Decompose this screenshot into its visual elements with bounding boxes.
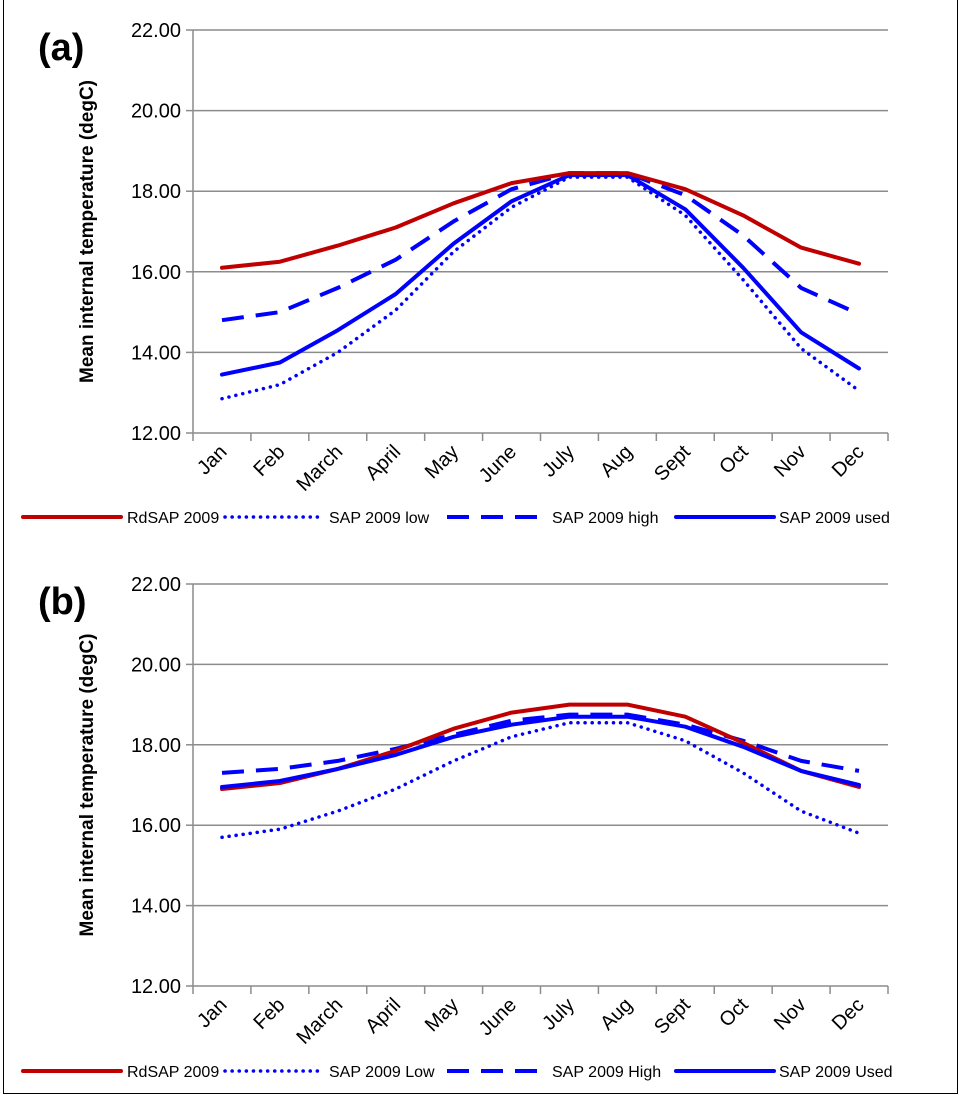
legend-label: RdSAP 2009 <box>127 1064 219 1081</box>
y-tick-label: 12.00 <box>131 976 181 998</box>
x-tick-label: Sept <box>650 994 695 1039</box>
y-tick-label: 18.00 <box>131 735 181 757</box>
legend-label: RdSAP 2009 <box>127 510 219 527</box>
y-tick-label: 14.00 <box>131 342 181 364</box>
x-tick-label: Jan <box>193 441 231 479</box>
legend: RdSAP 2009 SAP 2009 low SAP 2009 high SAP 2… <box>21 510 890 527</box>
series-line-sap-2009-used <box>220 714 861 789</box>
x-tick-label: Aug <box>596 994 637 1035</box>
series-line-sap-2009-low <box>220 720 861 840</box>
legend-label: SAP 2009 used <box>779 510 890 527</box>
figure-frame <box>3 0 958 1094</box>
x-tick-label: July <box>538 441 579 482</box>
x-tick-label: June <box>475 994 521 1040</box>
y-tick-label: 20.00 <box>131 654 181 676</box>
x-tick-label: April <box>361 441 405 485</box>
series-line-rdsap-2009 <box>220 171 861 270</box>
y-tick-label: 22.00 <box>131 574 181 596</box>
x-tick-label: June <box>475 441 521 487</box>
x-tick-label: Oct <box>715 441 753 479</box>
legend-label: SAP 2009 high <box>552 510 658 527</box>
x-tick-label: Feb <box>249 994 289 1034</box>
x-tick-label: May <box>421 994 463 1036</box>
x-tick-label: Feb <box>249 441 289 481</box>
x-tick-label: Aug <box>596 441 637 482</box>
series-line-sap-2009-high <box>221 712 860 775</box>
panel-label: (a) <box>38 27 84 69</box>
series-line-sap-2009-used <box>220 173 861 377</box>
y-tick-label: 22.00 <box>131 20 181 42</box>
y-tick-label: 16.00 <box>131 262 181 284</box>
x-tick-label: Sept <box>650 441 695 486</box>
x-tick-label: March <box>292 441 347 496</box>
x-tick-label: Nov <box>770 994 811 1035</box>
panel-label: (b) <box>38 581 87 623</box>
x-tick-label: Dec <box>828 441 869 482</box>
y-axis-label: Mean internal temperature (degC) <box>77 634 98 937</box>
y-tick-label: 14.00 <box>131 896 181 918</box>
x-tick-label: March <box>292 994 347 1049</box>
y-tick-label: 20.00 <box>131 101 181 123</box>
x-tick-label: July <box>538 994 579 1035</box>
x-tick-label: Oct <box>715 994 753 1032</box>
chart-panel-b: 12.00 14.00 16.00 18.00 20.00 22.00 Jan Feb Marc… <box>21 574 893 1081</box>
legend-label: SAP 2009 low <box>329 510 430 527</box>
x-tick-label: May <box>421 441 463 483</box>
legend: RdSAP 2009 SAP 2009 Low SAP 2009 High SAP 2… <box>21 1064 893 1081</box>
y-tick-label: 16.00 <box>131 815 181 837</box>
x-tick-label: Nov <box>770 441 811 482</box>
legend-label: SAP 2009 Used <box>779 1064 893 1081</box>
x-tick-label: Dec <box>828 994 869 1035</box>
chart-panel-a: 12.00 14.00 16.00 18.00 20.00 22.00 Jan Feb Marc… <box>21 20 890 527</box>
y-tick-label: 18.00 <box>131 181 181 203</box>
y-axis-label: Mean internal temperature (degC) <box>77 80 98 383</box>
series-line-sap-2009-high <box>221 171 860 323</box>
x-tick-label: Jan <box>193 994 231 1032</box>
series-line-sap-2009-low <box>220 175 861 401</box>
legend-label: SAP 2009 Low <box>329 1064 435 1081</box>
y-tick-label: 12.00 <box>131 423 181 445</box>
legend-label: SAP 2009 High <box>552 1064 661 1081</box>
x-tick-label: April <box>361 994 405 1038</box>
